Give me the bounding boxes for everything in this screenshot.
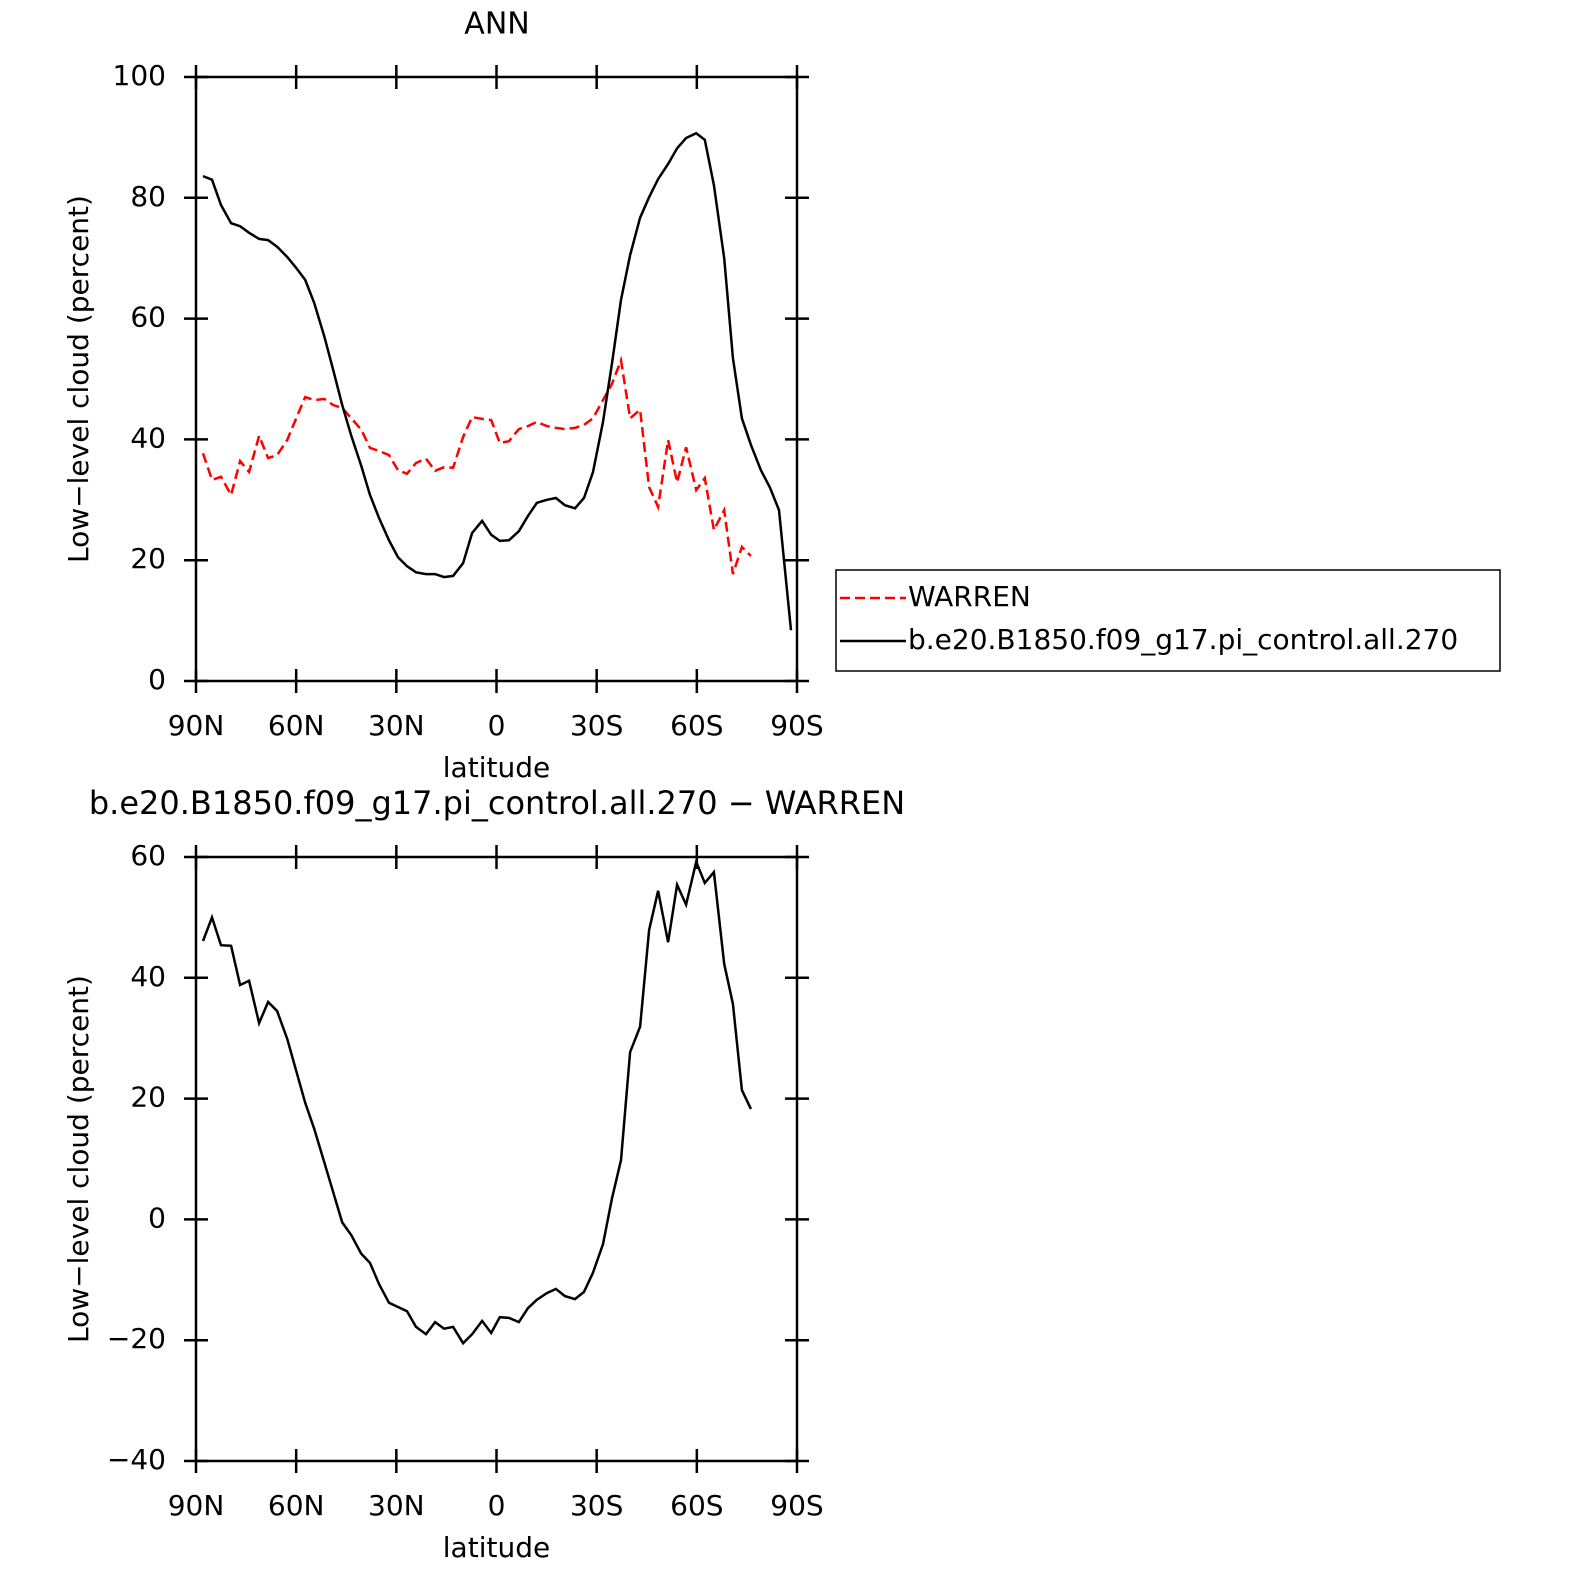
y-tick-label: −40 (107, 1443, 166, 1476)
y-tick-label: 0 (148, 1201, 166, 1234)
y-tick-label: −20 (107, 1322, 166, 1355)
x-tick-label: 90S (770, 709, 823, 742)
plot-frame (194, 855, 799, 1463)
data-line (202, 131, 793, 631)
x-tick-label: 30N (368, 1489, 425, 1522)
y-tick-label: 100 (113, 59, 166, 92)
x-tick-label: 0 (488, 1489, 506, 1522)
y-axis-label: Low−level cloud (percent) (62, 195, 95, 563)
y-tick-label: 40 (130, 960, 166, 993)
y-tick-label: 20 (130, 1081, 166, 1114)
legend-label: WARREN (908, 580, 1031, 613)
x-tick-label: 30S (570, 1489, 623, 1522)
y-tick-label: 40 (130, 421, 166, 454)
x-tick-label: 0 (488, 709, 506, 742)
y-tick-label: 0 (148, 663, 166, 696)
data-line (201, 355, 752, 575)
chart-title: b.e20.B1850.f09_g17.pi_control.all.270 −… (89, 784, 905, 822)
data-line (201, 857, 753, 1346)
plot-frame (194, 75, 799, 683)
y-tick-label: 80 (130, 180, 166, 213)
x-tick-label: 90N (168, 709, 225, 742)
y-tick-label: 20 (130, 542, 166, 575)
x-tick-label: 60S (670, 1489, 723, 1522)
x-axis-label: latitude (443, 751, 550, 784)
x-tick-label: 90N (168, 1489, 225, 1522)
y-axis-label: Low−level cloud (percent) (62, 975, 95, 1343)
y-tick-label: 60 (130, 301, 166, 334)
x-tick-label: 90S (770, 1489, 823, 1522)
x-tick-label: 60N (268, 709, 325, 742)
x-tick-label: 30N (368, 709, 425, 742)
x-tick-label: 60S (670, 709, 723, 742)
x-tick-label: 30S (570, 709, 623, 742)
legend-box (835, 569, 1501, 672)
y-tick-label: 60 (130, 839, 166, 872)
legend-label: b.e20.B1850.f09_g17.pi_control.all.270 (908, 623, 1458, 656)
chart-title: ANN (464, 7, 529, 42)
x-axis-label: latitude (443, 1531, 550, 1564)
x-tick-label: 60N (268, 1489, 325, 1522)
